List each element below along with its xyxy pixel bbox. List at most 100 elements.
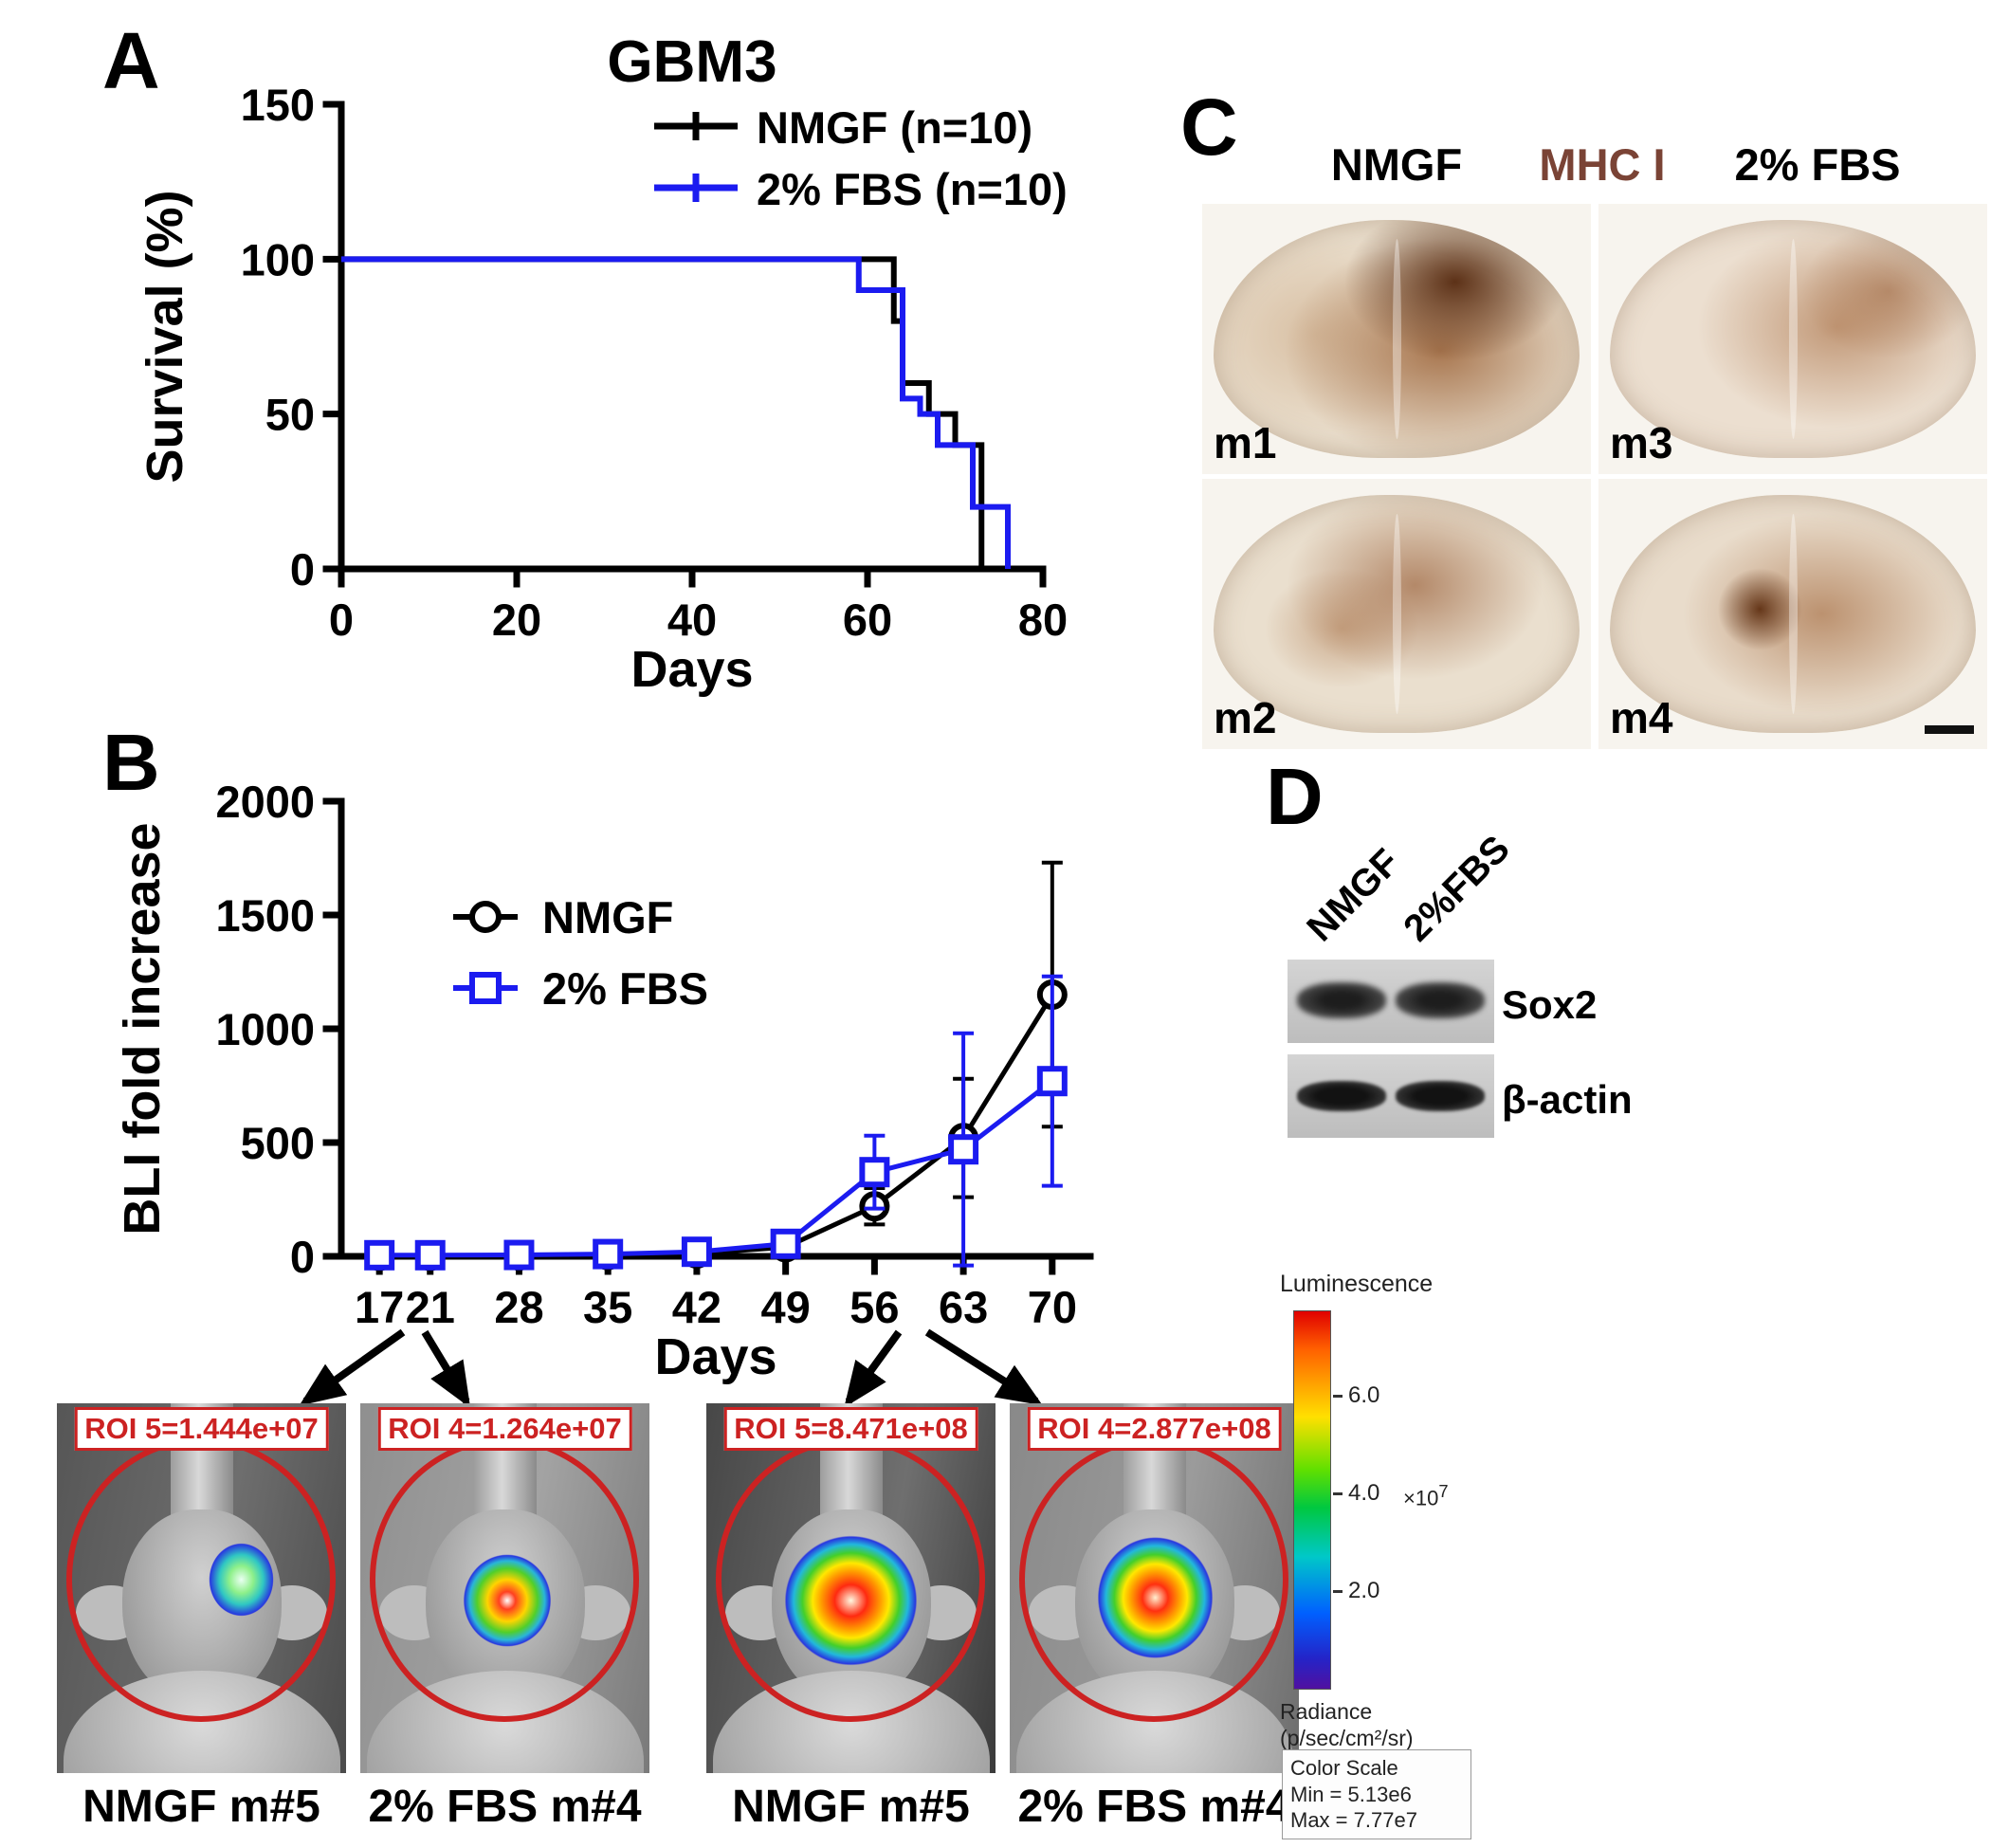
svg-text:100: 100 [241,234,315,284]
svg-text:150: 150 [241,80,315,130]
roi-circle [370,1437,639,1722]
svg-text:1000: 1000 [215,1004,315,1054]
svg-text:Days: Days [630,641,753,698]
ihc-image-m1: m1 [1202,204,1591,474]
bli-photo-3: ROI 5=8.471e+08 [706,1403,996,1773]
bli-image-3: ROI 5=8.471e+08 NMGF m#5 [706,1403,996,1835]
radiance-units: (p/sec/cm²/sr) [1280,1725,1414,1750]
svg-text:49: 49 [761,1282,811,1332]
bli-photo-2: ROI 4=1.264e+07 [360,1403,649,1773]
bactin-band-lane1 [1297,1081,1386,1111]
svg-text:70: 70 [1028,1282,1077,1332]
survival-legend-label-nmgf: NMGF (n=10) [757,102,1032,153]
axis-labels: 0 500 1000 1500 2000 17 21 28 35 42 49 56 63 70 Days BL… [114,777,1077,1385]
sox2-band-lane1 [1297,982,1386,1018]
bli-caption-2: 2% FBS m#4 [368,1782,642,1832]
colorbar-tick-label-2: 2.0 [1348,1578,1380,1603]
scale-bar [1925,725,1974,734]
brain-section-m3 [1610,220,1976,458]
brain-section-m4 [1610,495,1976,733]
colorbar-gradient [1293,1310,1331,1690]
series-1 [341,256,1011,569]
sox2-band-lane2 [1396,982,1485,1018]
panel-a-label: A [102,16,160,105]
roi-circle [66,1437,336,1722]
radiance-label: Radiance [1280,1699,1373,1724]
bli-caption-1: NMGF m#5 [82,1782,320,1832]
ihc-label-m1: m1 [1214,418,1277,467]
panel-b-label: B [102,718,160,807]
ihc-label-m4: m4 [1610,693,1673,742]
svg-text:42: 42 [672,1282,722,1332]
luminescence-colorbar: Luminescence 6.0 4.0 2.0 ×107 Radiance (… [1280,1271,1517,1839]
bli-legend-label-fbs: 2% FBS [542,963,708,1014]
svg-text:Days: Days [654,1328,776,1385]
svg-text:0: 0 [329,595,354,645]
panel-c-header-nmgf: NMGF [1330,139,1463,190]
colorbar-tick-label-6: 6.0 [1348,1382,1380,1408]
ihc-image-m4: m4 [1598,479,1987,749]
brain-section-m1 [1214,220,1580,458]
western-blot-bactin [1288,1054,1494,1138]
bli-legend-label-nmgf: NMGF [542,892,673,942]
colorbar-multiplier-base: ×10 [1403,1486,1439,1510]
bli-image-2: ROI 4=1.264e+07 2% FBS m#4 [360,1403,649,1835]
color-scale-title: Color Scale [1290,1756,1398,1780]
roi-value-label: ROI 4=1.264e+07 [377,1407,632,1451]
svg-text:20: 20 [492,595,541,645]
colorbar-title: Luminescence [1280,1271,1434,1297]
color-scale-box: Color Scale Min = 5.13e6 Max = 7.77e7 [1282,1749,1471,1839]
survival-legend-marker-fbs [654,174,738,202]
axis-labels: 0 50 100 150 0 20 40 60 80 GBM3 Days Survival (%) [137,29,1068,698]
chart-a-legend: NMGF (n=10) 2% FBS (n=10) [654,102,1068,214]
svg-text:0: 0 [290,544,315,595]
svg-text:21: 21 [406,1282,455,1332]
western-blot-sox2 [1288,960,1494,1043]
svg-text:80: 80 [1018,595,1068,645]
svg-text:28: 28 [494,1282,543,1332]
roi-value-label: ROI 5=1.444e+07 [74,1407,329,1451]
svg-text:1500: 1500 [215,890,315,941]
colorbar-tick [1333,1395,1343,1398]
bli-image-1: ROI 5=1.444e+07 NMGF m#5 [57,1403,346,1835]
panel-c-label: C [1180,82,1238,172]
bactin-band-lane2 [1396,1081,1485,1111]
axes [322,797,1094,1275]
color-scale-max: Max = 7.77e7 [1290,1808,1417,1832]
ihc-label-m3: m3 [1610,418,1673,467]
colorbar-multiplier-exponent: 7 [1438,1481,1449,1501]
svg-text:50: 50 [265,390,315,440]
series-0 [341,256,985,569]
svg-text:17: 17 [355,1282,404,1332]
roi-value-label: ROI 5=8.471e+08 [723,1407,978,1451]
survival-legend-marker-nmgf [654,112,738,140]
bli-image-4: ROI 4=2.877e+08 2% FBS m#4 [1010,1403,1299,1835]
colorbar-radiance: Radiance (p/sec/cm²/sr) [1280,1699,1507,1751]
blot-lane-label-fbs: 2%FBS [1396,827,1518,950]
survival-legend-label-fbs: 2% FBS (n=10) [757,164,1068,214]
bli-chart: NMGF 2% FBS 0 500 1000 1500 2000 17 21 28 35 42 49… [114,777,1094,1385]
panel-d-label: D [1266,752,1324,841]
bli-legend-marker-nmgf [453,901,518,933]
axes [322,101,1047,588]
colorbar-tick [1333,1590,1343,1593]
bli-photo-4: ROI 4=2.877e+08 [1010,1403,1299,1773]
svg-text:BLI fold increase: BLI fold increase [114,822,171,1235]
roi-value-label: ROI 4=2.877e+08 [1027,1407,1282,1451]
panel-c-header-fbs: 2% FBS [1734,139,1901,190]
colorbar-multiplier: ×107 [1403,1481,1449,1510]
svg-text:60: 60 [843,595,892,645]
bli-caption-3: NMGF m#5 [732,1782,970,1832]
series-1 [364,974,1068,1271]
ihc-image-m2: m2 [1202,479,1591,749]
color-scale-min: Min = 5.13e6 [1290,1782,1412,1806]
colorbar-tick-label-4: 4.0 [1348,1480,1380,1506]
brain-section-m2 [1214,495,1580,733]
bli-photo-1: ROI 5=1.444e+07 [57,1403,346,1773]
svg-text:500: 500 [241,1118,315,1168]
panel-c-header-mhc1: MHC I [1539,139,1666,190]
svg-text:40: 40 [667,595,717,645]
ihc-label-m2: m2 [1214,693,1277,742]
svg-text:63: 63 [939,1282,988,1332]
